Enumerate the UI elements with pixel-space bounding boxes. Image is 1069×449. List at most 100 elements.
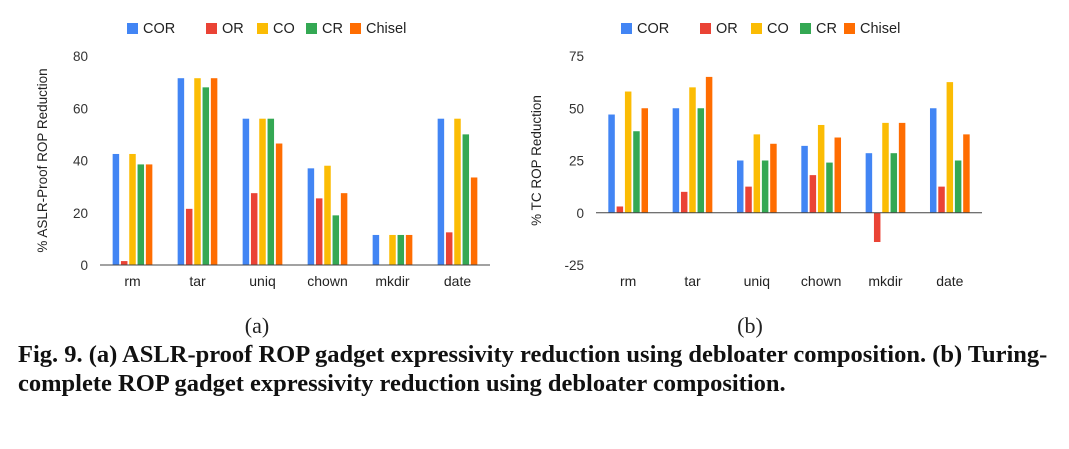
bar-cr-tar	[202, 87, 210, 265]
x-tick-label: mkdir	[868, 273, 903, 289]
bar-chisel-tar	[210, 78, 218, 265]
y-tick-label: 20	[73, 206, 88, 221]
y-axis-title: % TC ROP Reduction	[529, 95, 544, 226]
bar-or-rm	[120, 261, 128, 265]
bar-or-date	[445, 232, 453, 265]
x-tick-label: uniq	[744, 273, 770, 289]
x-tick-label: rm	[124, 273, 140, 289]
bar-cr-uniq	[267, 118, 275, 265]
bar-co-tar	[194, 78, 201, 265]
legend-swatch-or	[206, 23, 217, 34]
bar-cor-mkdir	[372, 234, 380, 265]
bar-cr-chown	[332, 215, 340, 265]
bar-cr-tar	[697, 108, 705, 213]
bar-chisel-mkdir	[898, 122, 906, 213]
bar-cor-rm	[608, 114, 615, 213]
legend-label-cr: CR	[322, 21, 343, 37]
y-tick-label: -25	[564, 258, 584, 273]
legend-label-or: OR	[222, 21, 244, 37]
x-tick-label: uniq	[249, 273, 275, 289]
bar-or-uniq	[250, 193, 258, 265]
y-tick-label: 0	[576, 206, 584, 221]
chart-panel-a: COR OR CO CR Chisel 0 20 40 60 80 % ASLR-Proof ROP…	[35, 21, 490, 338]
bar-cor-rm	[112, 153, 120, 265]
bar-cor-tar	[672, 108, 680, 213]
legend-swatch-cr	[306, 23, 317, 34]
bar-or-date	[938, 186, 945, 213]
bar-cor-uniq	[736, 160, 744, 213]
legend-swatch-or	[700, 23, 711, 34]
legend-swatch-cr	[800, 23, 811, 34]
x-tick-label: tar	[189, 273, 206, 289]
legend-swatch-chisel	[844, 23, 855, 34]
legend-swatch-co	[257, 23, 268, 34]
chart-panel-b: COR OR CO CR Chisel -25 0 25 50 75 % TC ROP Reduct…	[529, 21, 982, 338]
y-tick-label: 60	[73, 101, 88, 116]
bar-cr-rm	[137, 164, 145, 265]
bar-chisel-mkdir	[405, 234, 413, 265]
x-tick-label: rm	[620, 273, 636, 289]
bar-cor-date	[929, 108, 937, 213]
bar-chisel-uniq	[770, 143, 777, 213]
bar-cr-rm	[633, 131, 640, 213]
bar-chisel-uniq	[275, 143, 283, 265]
legend-label-chisel: Chisel	[860, 21, 900, 37]
bar-or-tar	[185, 208, 193, 265]
bar-co-tar	[689, 87, 696, 213]
bar-co-mkdir	[882, 122, 889, 213]
legend-swatch-cor	[127, 23, 138, 34]
bar-cor-chown	[307, 168, 315, 265]
bar-cr-date	[954, 160, 962, 213]
bar-or-chown	[315, 198, 323, 265]
x-tick-label: date	[444, 273, 471, 289]
y-tick-label: 80	[73, 49, 88, 64]
bar-or-rm	[616, 206, 624, 213]
legend-label-co: CO	[767, 21, 789, 37]
legend-swatch-co	[751, 23, 762, 34]
bar-cor-mkdir	[865, 153, 873, 213]
bar-or-tar	[680, 191, 688, 213]
bar-co-date	[946, 82, 954, 213]
bar-co-rm	[624, 91, 632, 213]
x-tick-label: date	[936, 273, 963, 289]
bar-co-chown	[324, 165, 331, 265]
bar-chisel-chown	[834, 137, 842, 213]
bar-cr-chown	[826, 162, 833, 213]
bar-chisel-date	[470, 177, 478, 265]
legend-label-or: OR	[716, 21, 738, 37]
bar-cor-date	[437, 118, 445, 265]
legend-swatch-chisel	[350, 23, 361, 34]
x-tick-label: mkdir	[375, 273, 410, 289]
bar-cor-tar	[177, 78, 185, 265]
x-tick-label: chown	[801, 273, 841, 289]
figure-caption: Fig. 9. (a) ASLR-proof ROP gadget expres…	[18, 341, 1048, 397]
bar-chisel-tar	[705, 76, 713, 213]
bar-cr-uniq	[761, 160, 769, 213]
bar-chisel-rm	[641, 108, 649, 213]
legend-swatch-cor	[621, 23, 632, 34]
bar-cr-date	[462, 134, 470, 265]
bar-co-uniq	[259, 118, 266, 265]
bar-cr-mkdir	[397, 234, 405, 265]
bar-cor-uniq	[242, 118, 250, 265]
y-tick-label: 25	[569, 154, 584, 169]
bar-chisel-chown	[340, 193, 348, 265]
bar-co-mkdir	[389, 234, 396, 265]
bar-or-uniq	[745, 186, 752, 213]
bar-co-rm	[129, 153, 136, 265]
y-tick-label: 0	[80, 258, 88, 273]
panel-label: (b)	[737, 313, 763, 338]
bar-cr-mkdir	[890, 153, 898, 213]
y-tick-label: 40	[73, 154, 88, 169]
figure-charts: COR OR CO CR Chisel 0 20 40 60 80 % ASLR-Proof ROP…	[35, 21, 982, 338]
y-tick-label: 50	[569, 101, 584, 116]
legend-label-cr: CR	[816, 21, 837, 37]
bar-co-date	[454, 118, 461, 265]
legend-label-chisel: Chisel	[366, 21, 406, 37]
y-tick-label: 75	[569, 49, 584, 64]
legend-label-cor: COR	[637, 21, 669, 37]
panel-label: (a)	[245, 313, 269, 338]
y-axis-title: % ASLR-Proof ROP Reduction	[35, 68, 50, 252]
legend-label-cor: COR	[143, 21, 175, 37]
bar-or-mkdir	[873, 212, 881, 243]
